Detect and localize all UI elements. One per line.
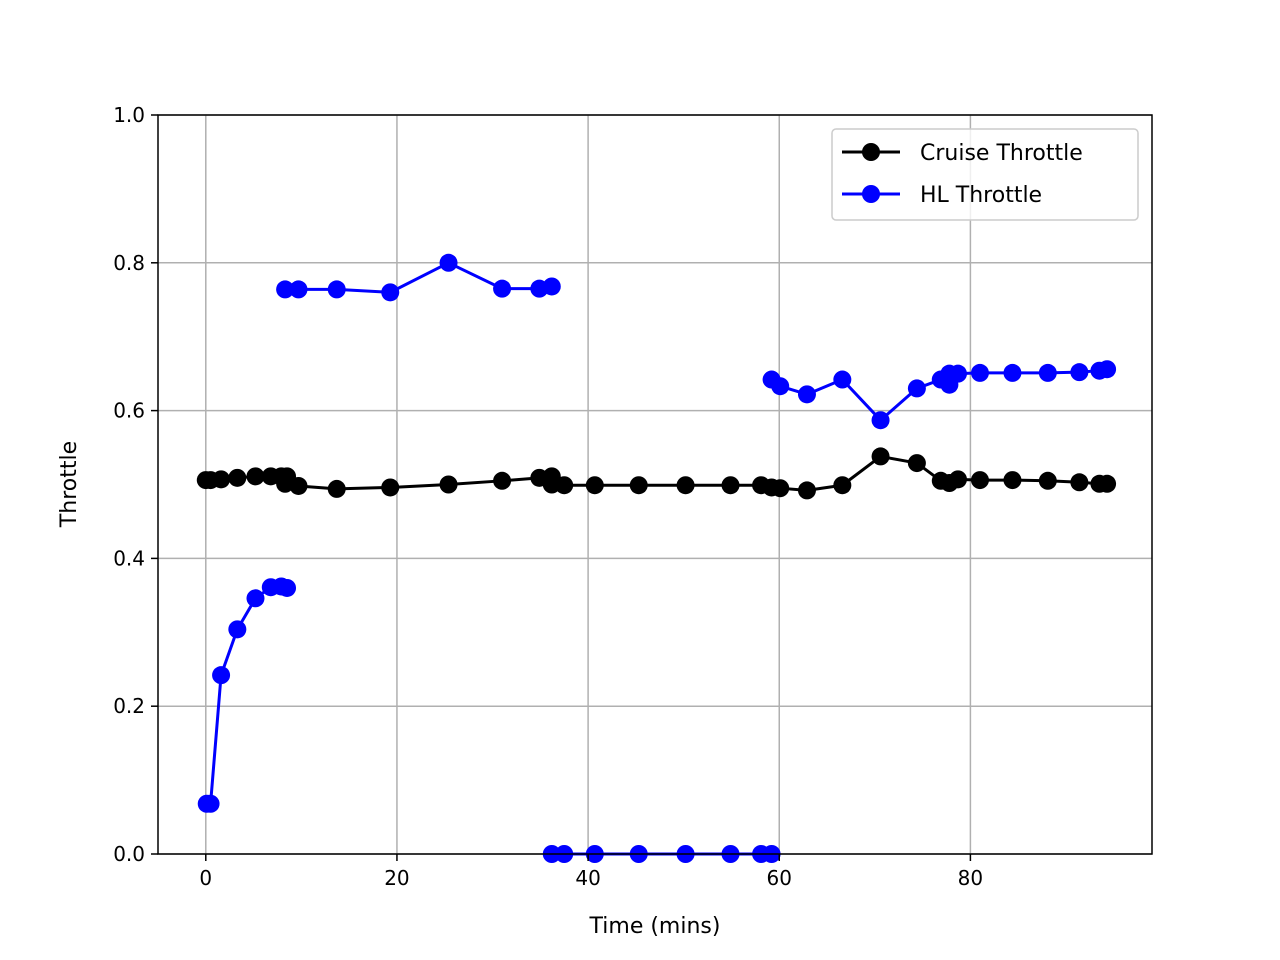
data-point-cruise-throttle	[871, 447, 890, 466]
legend-box	[831, 128, 1139, 221]
series-hl-throttle	[197, 253, 1117, 863]
data-point-hl-throttle	[381, 283, 400, 302]
y-axis-label: Throttle	[57, 441, 82, 528]
data-point-cruise-throttle	[970, 471, 989, 490]
data-point-cruise-throttle	[276, 474, 295, 493]
data-point-hl-throttle	[201, 794, 220, 813]
data-point-cruise-throttle	[797, 481, 816, 500]
legend-label-hl-throttle: HL Throttle	[920, 183, 1042, 208]
data-point-hl-throttle	[439, 253, 458, 272]
data-point-cruise-throttle	[212, 470, 231, 489]
data-point-hl-throttle	[871, 411, 890, 430]
data-point-cruise-throttle	[1003, 471, 1022, 490]
data-point-cruise-throttle	[676, 476, 695, 495]
y-tick-label: 0.8	[113, 251, 145, 275]
data-point-cruise-throttle	[948, 470, 967, 489]
plot-frame	[157, 114, 1153, 855]
x-tick-label: 80	[958, 866, 983, 890]
data-point-cruise-throttle	[327, 479, 346, 498]
data-point-cruise-throttle	[228, 468, 247, 487]
data-point-hl-throttle	[542, 277, 561, 296]
data-point-hl-throttle	[907, 379, 926, 398]
data-point-hl-throttle	[493, 279, 512, 298]
x-tick-label: 40	[575, 866, 600, 890]
data-point-hl-throttle	[771, 377, 790, 396]
data-point-cruise-throttle	[493, 471, 512, 490]
data-point-cruise-throttle	[771, 479, 790, 498]
data-point-cruise-throttle	[629, 476, 648, 495]
data-point-hl-throttle	[212, 666, 231, 685]
series-layer	[196, 253, 1117, 863]
y-tick-label: 1.0	[113, 103, 145, 127]
data-point-cruise-throttle	[381, 478, 400, 497]
data-point-cruise-throttle	[1038, 471, 1057, 490]
data-point-cruise-throttle	[246, 467, 265, 486]
data-point-cruise-throttle	[439, 475, 458, 494]
y-tick-label: 0.4	[113, 546, 145, 570]
x-tick-label: 20	[384, 866, 409, 890]
legend-label-cruise-throttle: Cruise Throttle	[920, 141, 1083, 166]
data-point-cruise-throttle	[721, 476, 740, 495]
x-axis-label: Time (mins)	[589, 914, 721, 939]
data-point-cruise-throttle	[555, 476, 574, 495]
x-tick-label: 0	[199, 866, 212, 890]
data-point-cruise-throttle	[907, 454, 926, 473]
data-point-cruise-throttle	[1070, 473, 1089, 492]
data-point-hl-throttle	[246, 589, 265, 608]
data-point-hl-throttle	[327, 280, 346, 299]
data-point-cruise-throttle	[833, 476, 852, 495]
data-point-hl-throttle	[833, 370, 852, 389]
data-point-hl-throttle	[228, 620, 247, 639]
series-line-hl-throttle	[206, 584, 288, 806]
data-point-cruise-throttle	[289, 476, 308, 495]
data-point-hl-throttle	[797, 385, 816, 404]
ticks: 0 20 40 60 80 0.0 0.2 0.4 0.6 0.8 1.0	[113, 103, 983, 890]
data-point-cruise-throttle	[585, 476, 604, 495]
data-point-hl-throttle	[1003, 363, 1022, 382]
data-point-hl-throttle	[289, 280, 308, 299]
y-tick-label: 0.6	[113, 399, 145, 423]
data-point-hl-throttle	[1098, 360, 1117, 379]
y-tick-label: 0.0	[113, 842, 145, 866]
legend-marker-cruise-throttle	[862, 143, 880, 161]
data-point-hl-throttle	[276, 280, 295, 299]
data-point-hl-throttle	[948, 364, 967, 383]
x-tick-label: 60	[767, 866, 792, 890]
legend-marker-hl-throttle	[862, 185, 880, 203]
data-point-hl-throttle	[1070, 363, 1089, 382]
legend: Cruise Throttle HL Throttle	[831, 128, 1139, 221]
y-tick-label: 0.2	[113, 694, 145, 718]
series-line-hl-throttle	[285, 261, 553, 294]
data-point-hl-throttle	[278, 578, 297, 597]
data-point-hl-throttle	[970, 363, 989, 382]
data-point-hl-throttle	[1038, 363, 1057, 382]
data-point-cruise-throttle	[1098, 474, 1117, 493]
series-cruise-throttle	[196, 447, 1117, 500]
